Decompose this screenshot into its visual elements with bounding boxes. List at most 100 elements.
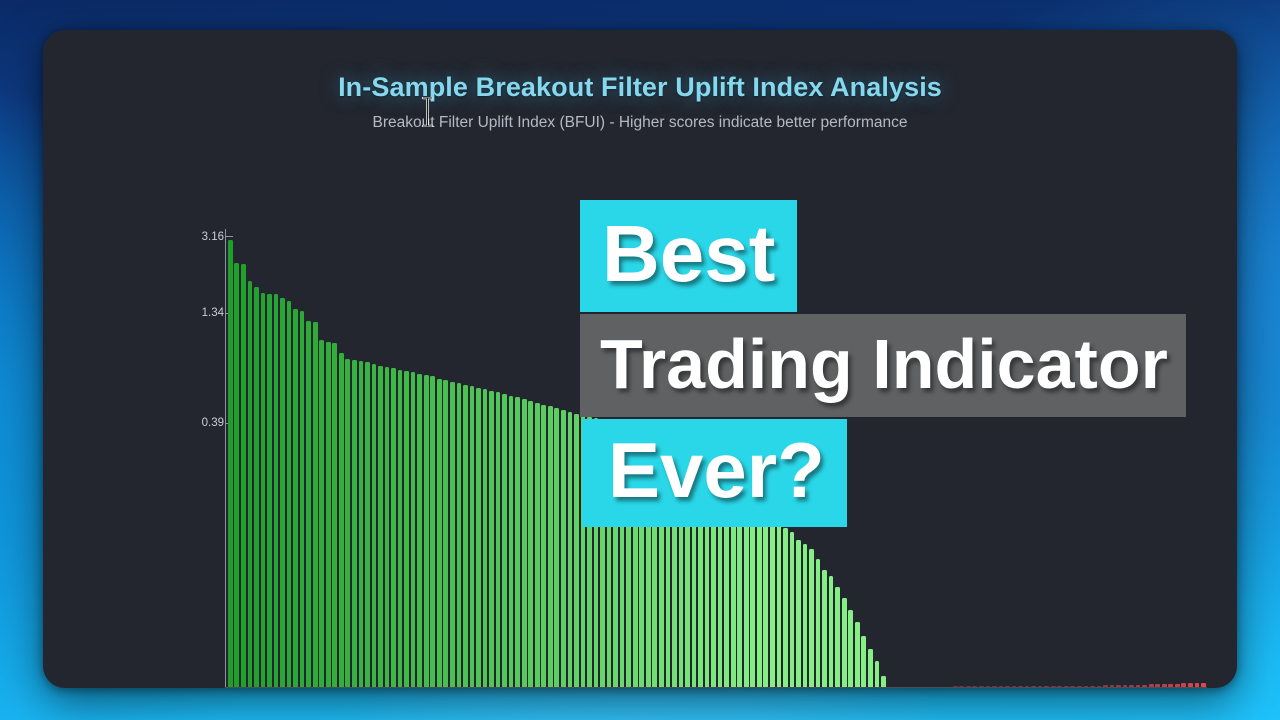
chart-bar[interactable]: [756, 505, 762, 688]
chart-bar[interactable]: [1116, 685, 1121, 688]
chart-bar[interactable]: [1057, 685, 1063, 688]
chart-bar[interactable]: [789, 532, 795, 688]
chart-bar[interactable]: [515, 397, 520, 688]
chart-bar[interactable]: [835, 587, 841, 688]
bar-slot[interactable]: [710, 220, 717, 688]
chart-bar[interactable]: [1188, 683, 1193, 688]
bar-slot[interactable]: [364, 220, 371, 688]
chart-bar[interactable]: [1037, 685, 1043, 688]
chart-bar[interactable]: [325, 341, 331, 688]
chart-bar[interactable]: [534, 402, 540, 688]
bar-slot[interactable]: [593, 220, 600, 688]
bar-slot[interactable]: [1056, 220, 1063, 688]
chart-bar[interactable]: [691, 454, 697, 688]
bar-slot[interactable]: [763, 220, 770, 688]
chart-bar[interactable]: [1135, 684, 1141, 688]
bar-slot[interactable]: [1030, 220, 1037, 688]
chart-bar[interactable]: [854, 621, 860, 688]
chart-bar[interactable]: [717, 476, 723, 688]
bar-slot[interactable]: [854, 220, 861, 688]
chart-bar[interactable]: [227, 239, 233, 688]
bar-slot[interactable]: [1096, 220, 1103, 688]
chart-bar[interactable]: [521, 399, 527, 688]
bar-slot[interactable]: [1168, 220, 1175, 688]
bar-slot[interactable]: [743, 220, 750, 688]
bar-slot[interactable]: [1102, 220, 1109, 688]
chart-bar[interactable]: [619, 423, 625, 688]
bar-slot[interactable]: [802, 220, 809, 688]
chart-bar[interactable]: [482, 389, 488, 688]
bar-slot[interactable]: [736, 220, 743, 688]
bar-slot[interactable]: [384, 220, 391, 688]
bar-slot[interactable]: [573, 220, 580, 688]
chart-bar[interactable]: [423, 374, 429, 688]
chart-bar[interactable]: [1148, 684, 1154, 688]
bar-slot[interactable]: [874, 220, 881, 688]
chart-bar[interactable]: [1083, 685, 1089, 688]
chart-bar[interactable]: [841, 597, 847, 688]
chart-bar[interactable]: [711, 468, 716, 688]
chart-bar[interactable]: [1070, 685, 1076, 688]
bar-slot[interactable]: [273, 220, 280, 688]
chart-bar[interactable]: [730, 489, 736, 688]
bar-slot[interactable]: [286, 220, 293, 688]
chart-bar[interactable]: [273, 294, 279, 688]
bar-slot[interactable]: [554, 220, 561, 688]
chart-bar[interactable]: [574, 414, 579, 688]
bar-slot[interactable]: [1063, 220, 1070, 688]
chart-bar[interactable]: [358, 361, 364, 688]
bar-slot[interactable]: [1161, 220, 1168, 688]
chart-bar[interactable]: [698, 459, 703, 688]
bar-slot[interactable]: [1076, 220, 1083, 688]
bar-slot[interactable]: [612, 220, 619, 688]
chart-bar[interactable]: [822, 570, 827, 688]
chart-bar[interactable]: [874, 661, 880, 688]
bar-slot[interactable]: [305, 220, 312, 688]
bar-slot[interactable]: [645, 220, 652, 688]
bar-slot[interactable]: [567, 220, 574, 688]
bar-slot[interactable]: [1187, 220, 1194, 688]
chart-bar[interactable]: [606, 420, 612, 688]
chart-bar[interactable]: [770, 517, 775, 688]
chart-bar[interactable]: [1044, 685, 1050, 688]
bar-slot[interactable]: [691, 220, 698, 688]
bar-slot[interactable]: [697, 220, 704, 688]
chart-bar[interactable]: [378, 366, 383, 688]
chart-bar[interactable]: [280, 298, 285, 688]
bar-slot[interactable]: [514, 220, 521, 688]
chart-bar[interactable]: [1155, 684, 1161, 688]
bar-slot[interactable]: [325, 220, 332, 688]
bar-slot[interactable]: [1109, 220, 1116, 688]
chart-bar[interactable]: [867, 648, 873, 688]
chart-bar[interactable]: [828, 576, 834, 688]
bar-slot[interactable]: [312, 220, 319, 688]
bar-slot[interactable]: [671, 220, 678, 688]
bar-slot[interactable]: [586, 220, 593, 688]
bar-slot[interactable]: [1089, 220, 1096, 688]
chart-bar[interactable]: [371, 363, 377, 688]
chart-bar[interactable]: [704, 464, 710, 688]
chart-bar[interactable]: [508, 395, 514, 688]
chart-bar[interactable]: [815, 558, 821, 688]
chart-bar[interactable]: [796, 540, 801, 688]
chart-bar[interactable]: [554, 408, 560, 688]
bar-slot[interactable]: [253, 220, 260, 688]
bar-slot[interactable]: [1154, 220, 1161, 688]
bar-slot[interactable]: [521, 220, 528, 688]
bar-slot[interactable]: [299, 220, 306, 688]
bar-slot[interactable]: [665, 220, 672, 688]
chart-bar[interactable]: [463, 384, 468, 688]
bar-slot[interactable]: [423, 220, 430, 688]
chart-bar[interactable]: [240, 263, 246, 688]
bar-slot[interactable]: [449, 220, 456, 688]
bar-slot[interactable]: [717, 220, 724, 688]
bar-slot[interactable]: [358, 220, 365, 688]
chart-bar[interactable]: [1161, 683, 1167, 688]
chart-bar[interactable]: [809, 549, 814, 688]
bar-slot[interactable]: [1037, 220, 1044, 688]
bar-slot[interactable]: [880, 220, 887, 688]
bar-slot[interactable]: [1181, 220, 1188, 688]
chart-bar[interactable]: [783, 528, 788, 688]
bar-slot[interactable]: [501, 220, 508, 688]
bar-slot[interactable]: [769, 220, 776, 688]
